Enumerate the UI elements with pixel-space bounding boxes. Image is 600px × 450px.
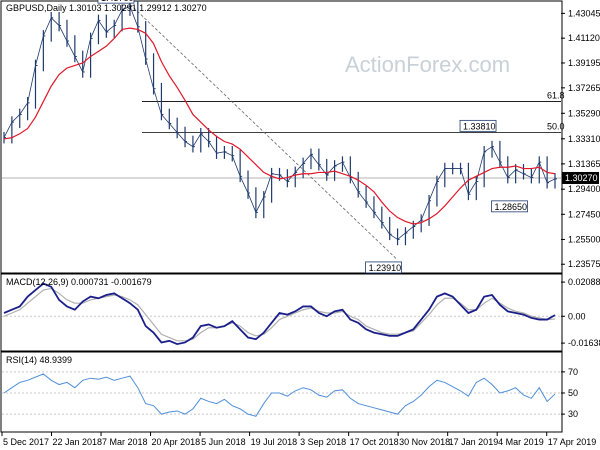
x-axis-label: 19 Jul 2018	[251, 437, 298, 447]
macd-signal-line	[3, 287, 556, 342]
price-panel-frame	[0, 0, 563, 274]
macd-axis-label: 0.00	[568, 311, 586, 321]
price-panel-title: GBPUSD,Daily 1.30103 1.30291 1.29912 1.3…	[6, 3, 207, 13]
price-axis-label: 1.31365	[568, 159, 600, 169]
price-axis-label: 1.37265	[568, 83, 600, 93]
price-bars	[3, 0, 557, 246]
rsi-axis-label: 50	[568, 388, 578, 398]
ma-line	[3, 27, 556, 225]
x-axis-label: 17 Oct 2018	[350, 437, 399, 447]
price-axis-label: 1.25500	[568, 234, 600, 244]
price-axis-label: 1.29400	[568, 184, 600, 194]
price-axis-label: 1.39195	[568, 58, 600, 68]
rsi-line	[3, 373, 556, 417]
price-close-line	[3, 5, 556, 240]
x-axis-label: 3 Sep 2018	[300, 437, 346, 447]
macd-panel-frame	[0, 273, 563, 352]
x-axis-label: 5 Jun 2018	[201, 437, 246, 447]
grid-lines	[2, 177, 561, 415]
price-axis-label: 1.27450	[568, 209, 600, 219]
annotation-label: 1.33810	[463, 121, 496, 131]
current-price-label: 1.30270	[565, 173, 598, 183]
macd-panel-title: MACD(12,26,9) 0.000731 -0.001679	[6, 277, 152, 287]
annotation-box	[459, 119, 497, 132]
macd-main-line	[3, 282, 556, 346]
price-axis-label: 1.33310	[568, 134, 600, 144]
rsi-axis-label: 70	[568, 367, 578, 377]
x-axis-label: 4 Mar 2019	[498, 437, 544, 447]
fib-level-label: 50.0	[547, 121, 565, 131]
price-axis-label: 1.43045	[568, 8, 600, 18]
price-axis-label: 1.35290	[568, 108, 600, 118]
annotation-box	[491, 200, 528, 213]
current-price-tag	[562, 171, 599, 184]
moving-average-line	[3, 27, 556, 225]
x-axis-label: 30 Nov 2018	[399, 437, 450, 447]
rsi-panel-title: RSI(14) 48.9399	[6, 355, 72, 365]
rsi-axis-label: 30	[568, 409, 578, 419]
x-axis-label: 7 Mar 2018	[102, 437, 148, 447]
macd-axis-label: -0.016389	[568, 338, 600, 348]
annotation-label: 1.43760	[101, 0, 134, 3]
macd-axis-label: 0.020884	[568, 277, 600, 287]
fib-level-label: 61.8	[547, 91, 565, 101]
x-axis-label: 22 Jan 2018	[53, 437, 103, 447]
annotation-label: 1.23910	[369, 263, 402, 273]
annotation-box	[97, 0, 135, 4]
macd-lines	[3, 282, 556, 346]
x-axis-label: 17 Apr 2019	[548, 437, 597, 447]
trendline-dashed	[129, 3, 398, 261]
trendline	[129, 3, 398, 261]
axis-ticks: 1.43045 1.41120 1.39195 1.37265 1.35290 1.333…	[1, 8, 600, 447]
annotation-box	[365, 261, 402, 274]
rsi-line	[3, 373, 556, 417]
price-axis-label: 1.41120	[568, 33, 600, 43]
x-axis-label: 20 Apr 2018	[152, 437, 201, 447]
x-axis-label: 5 Dec 2017	[3, 437, 49, 447]
rsi-panel-frame	[0, 351, 563, 433]
watermark: ActionForex.com	[345, 52, 510, 77]
annotation-label: 1.28650	[495, 202, 528, 212]
price-axis-label: 1.23575	[568, 259, 600, 269]
price-annotations: 1.43760 1.23910 1.33810 1.28650	[97, 0, 528, 274]
x-axis-label: 17 Jan 2019	[449, 437, 499, 447]
